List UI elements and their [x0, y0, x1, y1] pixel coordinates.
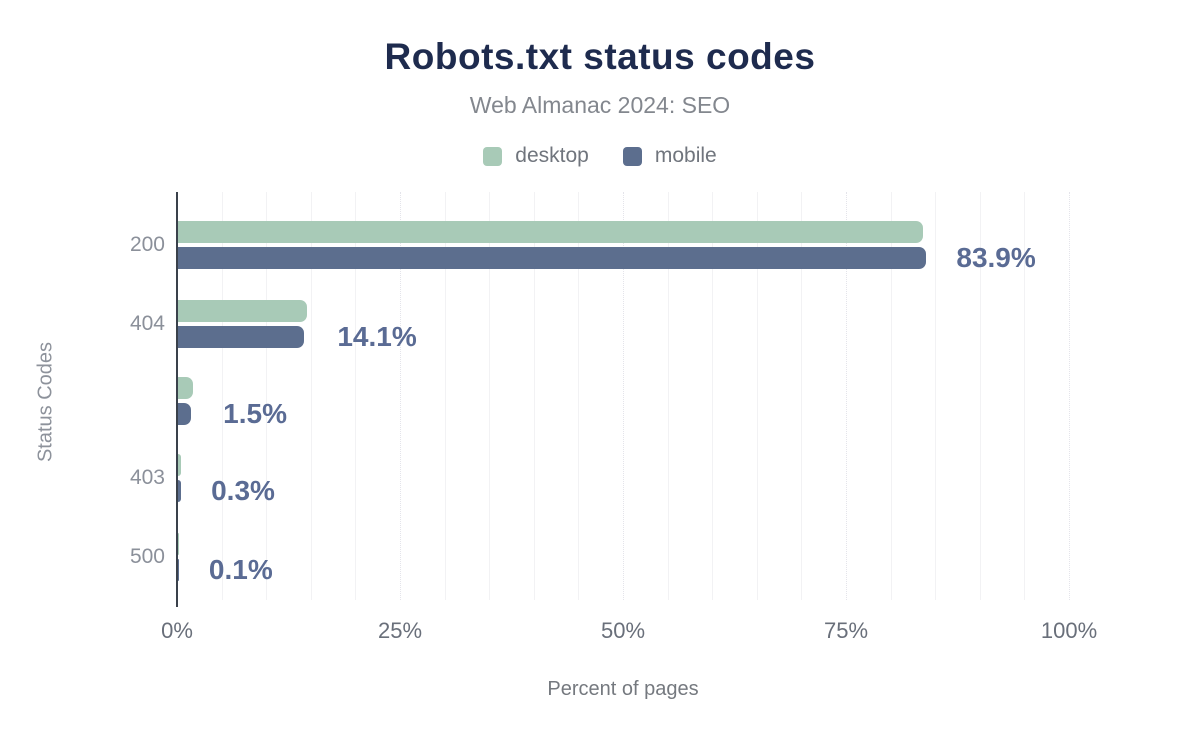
bar-mobile-404 [178, 326, 304, 348]
x-axis-title: Percent of pages [547, 678, 699, 700]
gridline [890, 192, 892, 600]
gridline [444, 192, 446, 600]
gridline [1069, 192, 1070, 600]
y-axis-title: Status Codes [34, 341, 57, 463]
desktop-legend-swatch [483, 146, 503, 166]
value-label-500: 0.1% [208, 554, 273, 585]
plot-area: 83.9% 14.1% 1.5% 0.3% 0.1% [176, 192, 1070, 607]
x-tick-50%: 50% [600, 618, 646, 643]
gridline [801, 192, 803, 600]
x-tick-25%: 25% [377, 618, 423, 643]
bar-desktop-200 [178, 221, 923, 243]
gridline [712, 192, 714, 600]
gridline [979, 192, 981, 600]
mobile-legend-swatch [622, 146, 642, 166]
gridline [667, 192, 669, 600]
x-tick-75%: 75% [823, 618, 869, 643]
legend: desktop mobile [0, 142, 1200, 170]
gridline [623, 192, 624, 600]
bar-desktop-403 [178, 454, 182, 476]
gridline [578, 192, 580, 600]
gridline [756, 192, 758, 600]
desktop-legend-label: desktop [515, 144, 589, 167]
category-label-403: 403 [129, 466, 165, 489]
bar-mobile-200 [178, 247, 927, 269]
y-axis-line [176, 192, 178, 607]
category-label-404: 404 [129, 312, 165, 335]
gridline [266, 192, 268, 600]
mobile-legend-label: mobile [654, 144, 717, 167]
value-label-blank: 1.5% [223, 398, 287, 429]
gridline [310, 192, 312, 600]
value-label-403: 0.3% [211, 475, 275, 506]
bar-mobile-500 [178, 559, 179, 581]
chart-title: Robots.txt status codes [384, 36, 816, 77]
gridline [221, 192, 223, 600]
legend-item-desktop: desktop [483, 144, 589, 168]
bar-mobile-403 [178, 480, 181, 502]
gridline [935, 192, 937, 600]
gridline [400, 192, 401, 600]
bar-desktop-404 [178, 300, 308, 322]
bar-mobile-blank [178, 403, 192, 425]
gridline [489, 192, 491, 600]
category-label-200: 200 [129, 233, 165, 256]
bar-desktop-blank [178, 377, 194, 399]
x-tick-0%: 0% [161, 618, 193, 643]
gridline [355, 192, 357, 600]
gridline [533, 192, 535, 600]
bar-desktop-500 [178, 533, 179, 555]
value-label-200: 83.9% [956, 242, 1036, 273]
category-label-500: 500 [129, 545, 165, 568]
chart-subtitle: Web Almanac 2024: SEO [469, 92, 731, 118]
gridline [1024, 192, 1026, 600]
legend-item-mobile: mobile [622, 144, 717, 168]
value-label-404: 14.1% [337, 321, 417, 352]
x-tick-100%: 100% [1040, 618, 1098, 643]
gridline [846, 192, 847, 600]
